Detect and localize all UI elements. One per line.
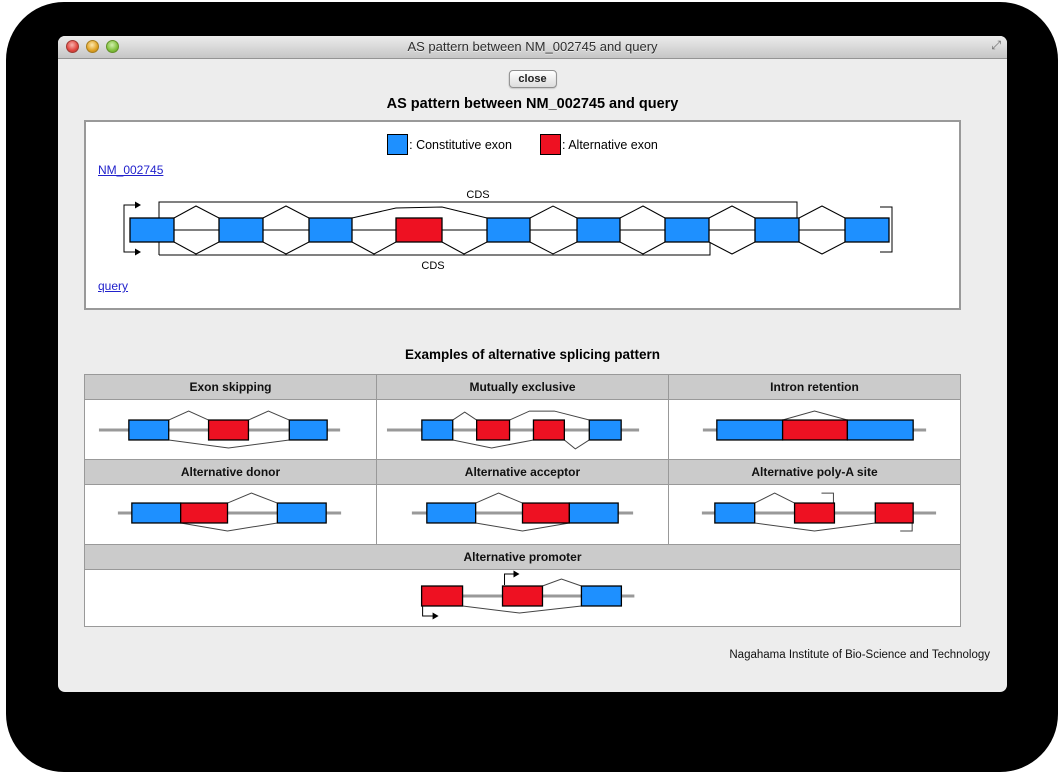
zoom-window-icon[interactable] (106, 40, 119, 53)
header-alternative-donor: Alternative donor (84, 459, 377, 485)
resize-icon[interactable]: ⤢ (991, 38, 1001, 52)
page-title: AS pattern between NM_002745 and query (386, 96, 679, 112)
legend-constitutive: : Constitutive exon (387, 134, 512, 155)
constitutive-exon-swatch (387, 134, 409, 155)
header-mutually-exclusive: Mutually exclusive (376, 374, 669, 400)
examples-heading: Examples of alternative splicing pattern (404, 347, 661, 362)
examples-table: Exon skipping Mutually exclusive Intron … (84, 374, 961, 627)
gene-structure-diagram: CDS CDS (86, 122, 959, 313)
header-alternative-acceptor: Alternative acceptor (376, 459, 669, 485)
close-window-icon[interactable] (66, 40, 79, 53)
diagram-mutually-exclusive (377, 401, 668, 459)
legend-alternative-label: : Alternative exon (561, 137, 658, 152)
alternative-exon-swatch (539, 134, 561, 155)
header-alternative-promoter: Alternative promoter (84, 544, 961, 570)
header-exon-skipping: Exon skipping (84, 374, 377, 400)
title-bar[interactable]: AS pattern between NM_002745 and query ⤢ (58, 36, 1007, 59)
query-transcript-link[interactable]: query (98, 279, 129, 293)
header-alternative-polya: Alternative poly-A site (668, 459, 961, 485)
legend-constitutive-label: : Constitutive exon (409, 137, 512, 152)
diagram-intron-retention (669, 401, 960, 459)
app-window: AS pattern between NM_002745 and query ⤢… (58, 36, 1007, 692)
diagram-exon-skipping (85, 401, 376, 459)
svg-text:CDS: CDS (421, 260, 444, 272)
minimize-window-icon[interactable] (86, 40, 99, 53)
as-pattern-panel: CDS CDS : Constitutive exon : Alternative… (84, 120, 961, 310)
diagram-alternative-donor (85, 486, 376, 544)
window-title: AS pattern between NM_002745 and query (407, 39, 658, 54)
svg-text:CDS: CDS (466, 189, 489, 201)
legend: : Constitutive exon : Alternative exon (86, 134, 959, 155)
diagram-alternative-promoter (85, 570, 960, 626)
diagram-alternative-polya (669, 486, 960, 544)
legend-alternative: : Alternative exon (539, 134, 658, 155)
close-button[interactable]: close (508, 70, 557, 88)
reference-transcript-link[interactable]: NM_002745 (98, 163, 164, 177)
institute-credit: Nagahama Institute of Bio-Science and Te… (729, 649, 990, 661)
header-intron-retention: Intron retention (668, 374, 961, 400)
diagram-alternative-acceptor (377, 486, 668, 544)
